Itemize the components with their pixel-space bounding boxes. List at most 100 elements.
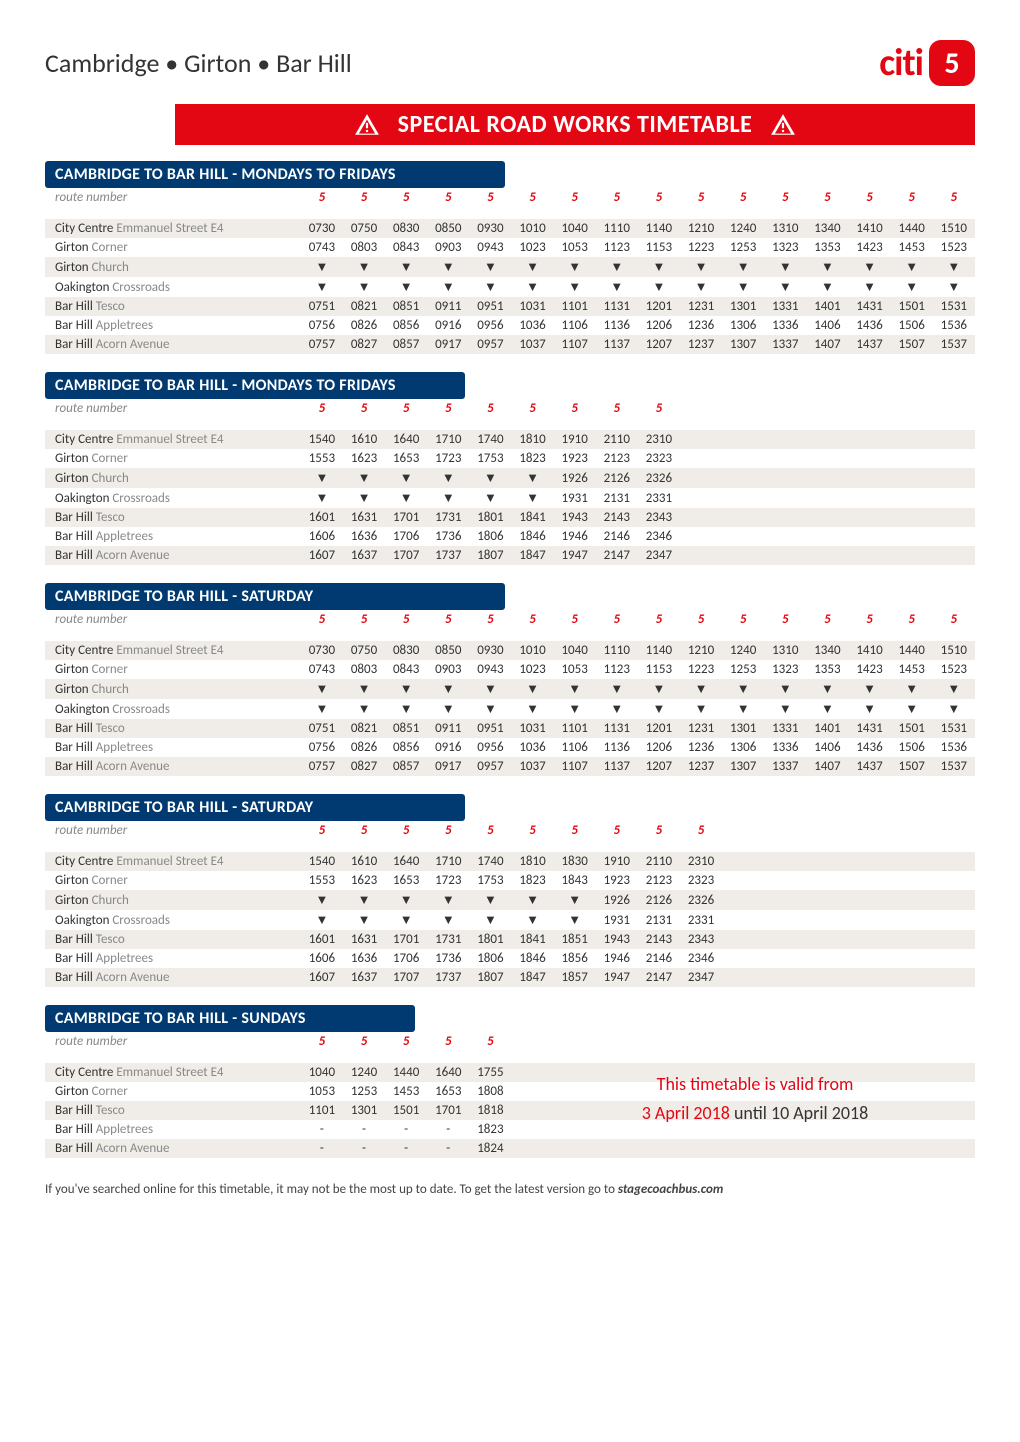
time-cell: 0943 xyxy=(469,660,511,679)
time-cell: 1737 xyxy=(427,546,469,565)
time-cell: 1231 xyxy=(680,719,722,738)
time-cell: 1943 xyxy=(596,930,638,949)
time-cell: - xyxy=(301,1139,343,1158)
time-cell: 1926 xyxy=(596,890,638,910)
time-cell: 1946 xyxy=(554,527,596,546)
time-cell: 1353 xyxy=(806,238,848,257)
time-cell: 0951 xyxy=(469,719,511,738)
route-number-label: route number xyxy=(45,821,301,840)
time-cell: 1637 xyxy=(343,968,385,987)
time-cell: 0956 xyxy=(469,316,511,335)
route-number: 5 xyxy=(469,1032,511,1051)
passes-arrow: ▼ xyxy=(764,277,806,297)
passes-arrow: ▼ xyxy=(806,277,848,297)
time-cell: 1110 xyxy=(596,219,638,238)
passes-arrow: ▼ xyxy=(343,468,385,488)
time-cell: 1206 xyxy=(638,738,680,757)
section-header: CAMBRIDGE TO BAR HILL - SATURDAY xyxy=(45,583,505,610)
time-cell: 1123 xyxy=(596,660,638,679)
time-cell: 1640 xyxy=(427,1063,469,1082)
route-number: 5 xyxy=(469,610,511,629)
passes-arrow: ▼ xyxy=(848,277,890,297)
passes-arrow: ▼ xyxy=(427,468,469,488)
timetable-row: Bar Hill Tesco07510821085109110951103111… xyxy=(45,297,975,316)
time-cell: 1310 xyxy=(764,641,806,660)
time-cell: 1910 xyxy=(554,430,596,449)
section-header: CAMBRIDGE TO BAR HILL - MONDAYS TO FRIDA… xyxy=(45,161,505,188)
passes-arrow: ▼ xyxy=(385,699,427,719)
time-cell: 2310 xyxy=(638,430,680,449)
time-cell: 1037 xyxy=(511,757,553,776)
passes-arrow: ▼ xyxy=(680,679,722,699)
section-header: CAMBRIDGE TO BAR HILL - SUNDAYS xyxy=(45,1005,415,1032)
passes-arrow: ▼ xyxy=(511,277,553,297)
route-number: 5 xyxy=(722,188,764,207)
time-cell: 1506 xyxy=(891,738,933,757)
passes-arrow: ▼ xyxy=(722,699,764,719)
route-number: 5 xyxy=(385,399,427,418)
passes-arrow: ▼ xyxy=(427,910,469,930)
passes-arrow: ▼ xyxy=(596,257,638,277)
time-cell: 1523 xyxy=(933,660,975,679)
validity-note: This timetable is valid from3 April 2018… xyxy=(575,1070,935,1128)
timetable-row: Bar Hill Tesco16011631170117311801184118… xyxy=(45,930,975,949)
time-cell: 1706 xyxy=(385,527,427,546)
passes-arrow: ▼ xyxy=(301,890,343,910)
time-cell: 1846 xyxy=(511,527,553,546)
time-cell: 1140 xyxy=(638,219,680,238)
route-number: 5 xyxy=(891,188,933,207)
time-cell: 1606 xyxy=(301,527,343,546)
passes-arrow: ▼ xyxy=(806,699,848,719)
stop-name: Girton Church xyxy=(45,679,301,699)
time-cell: 1010 xyxy=(511,641,553,660)
route-number: 5 xyxy=(680,610,722,629)
route-number-label: route number xyxy=(45,188,301,207)
time-cell: 1510 xyxy=(933,219,975,238)
time-cell: 1223 xyxy=(680,660,722,679)
section-header: CAMBRIDGE TO BAR HILL - MONDAYS TO FRIDA… xyxy=(45,372,465,399)
stop-name: Bar Hill Appletrees xyxy=(45,949,301,968)
time-cell: 0956 xyxy=(469,738,511,757)
passes-arrow: ▼ xyxy=(596,679,638,699)
time-cell: 2331 xyxy=(638,488,680,508)
passes-arrow: ▼ xyxy=(596,699,638,719)
time-cell: 1140 xyxy=(638,641,680,660)
time-cell: 1947 xyxy=(554,546,596,565)
time-cell: 0757 xyxy=(301,335,343,354)
time-cell: - xyxy=(385,1120,427,1139)
timetable-row: Bar Hill Acorn Avenue----1824 xyxy=(45,1139,975,1158)
passes-arrow: ▼ xyxy=(385,257,427,277)
time-cell: 0903 xyxy=(427,660,469,679)
route-number: 5 xyxy=(427,610,469,629)
stop-name: Bar Hill Appletrees xyxy=(45,527,301,546)
route-number: 5 xyxy=(427,821,469,840)
time-cell: - xyxy=(427,1139,469,1158)
route-number: 5 xyxy=(638,610,680,629)
stop-name: Bar Hill Acorn Avenue xyxy=(45,335,301,354)
time-cell: 1731 xyxy=(427,930,469,949)
passes-arrow: ▼ xyxy=(301,468,343,488)
route-number: 5 xyxy=(933,188,975,207)
time-cell: 2147 xyxy=(596,546,638,565)
time-cell: 1818 xyxy=(469,1101,511,1120)
time-cell: 1846 xyxy=(511,949,553,968)
time-cell: 2126 xyxy=(638,890,680,910)
time-cell: 2146 xyxy=(638,949,680,968)
time-cell: 1406 xyxy=(806,738,848,757)
time-cell: 1943 xyxy=(554,508,596,527)
time-cell: 1323 xyxy=(764,660,806,679)
logo-badge: 5 xyxy=(929,40,975,86)
timetable-row: Oakington Crossroads▼▼▼▼▼▼▼▼▼▼▼▼▼▼▼▼ xyxy=(45,699,975,719)
time-cell: 1946 xyxy=(596,949,638,968)
time-cell: 1136 xyxy=(596,316,638,335)
time-cell: 1536 xyxy=(933,316,975,335)
route-number: 5 xyxy=(427,1032,469,1051)
time-cell: 1240 xyxy=(343,1063,385,1082)
passes-arrow: ▼ xyxy=(891,699,933,719)
time-cell: 0916 xyxy=(427,738,469,757)
time-cell: 2147 xyxy=(638,968,680,987)
time-cell: 2347 xyxy=(680,968,722,987)
route-number: 5 xyxy=(933,610,975,629)
time-cell: 0957 xyxy=(469,757,511,776)
route-number: 5 xyxy=(427,399,469,418)
